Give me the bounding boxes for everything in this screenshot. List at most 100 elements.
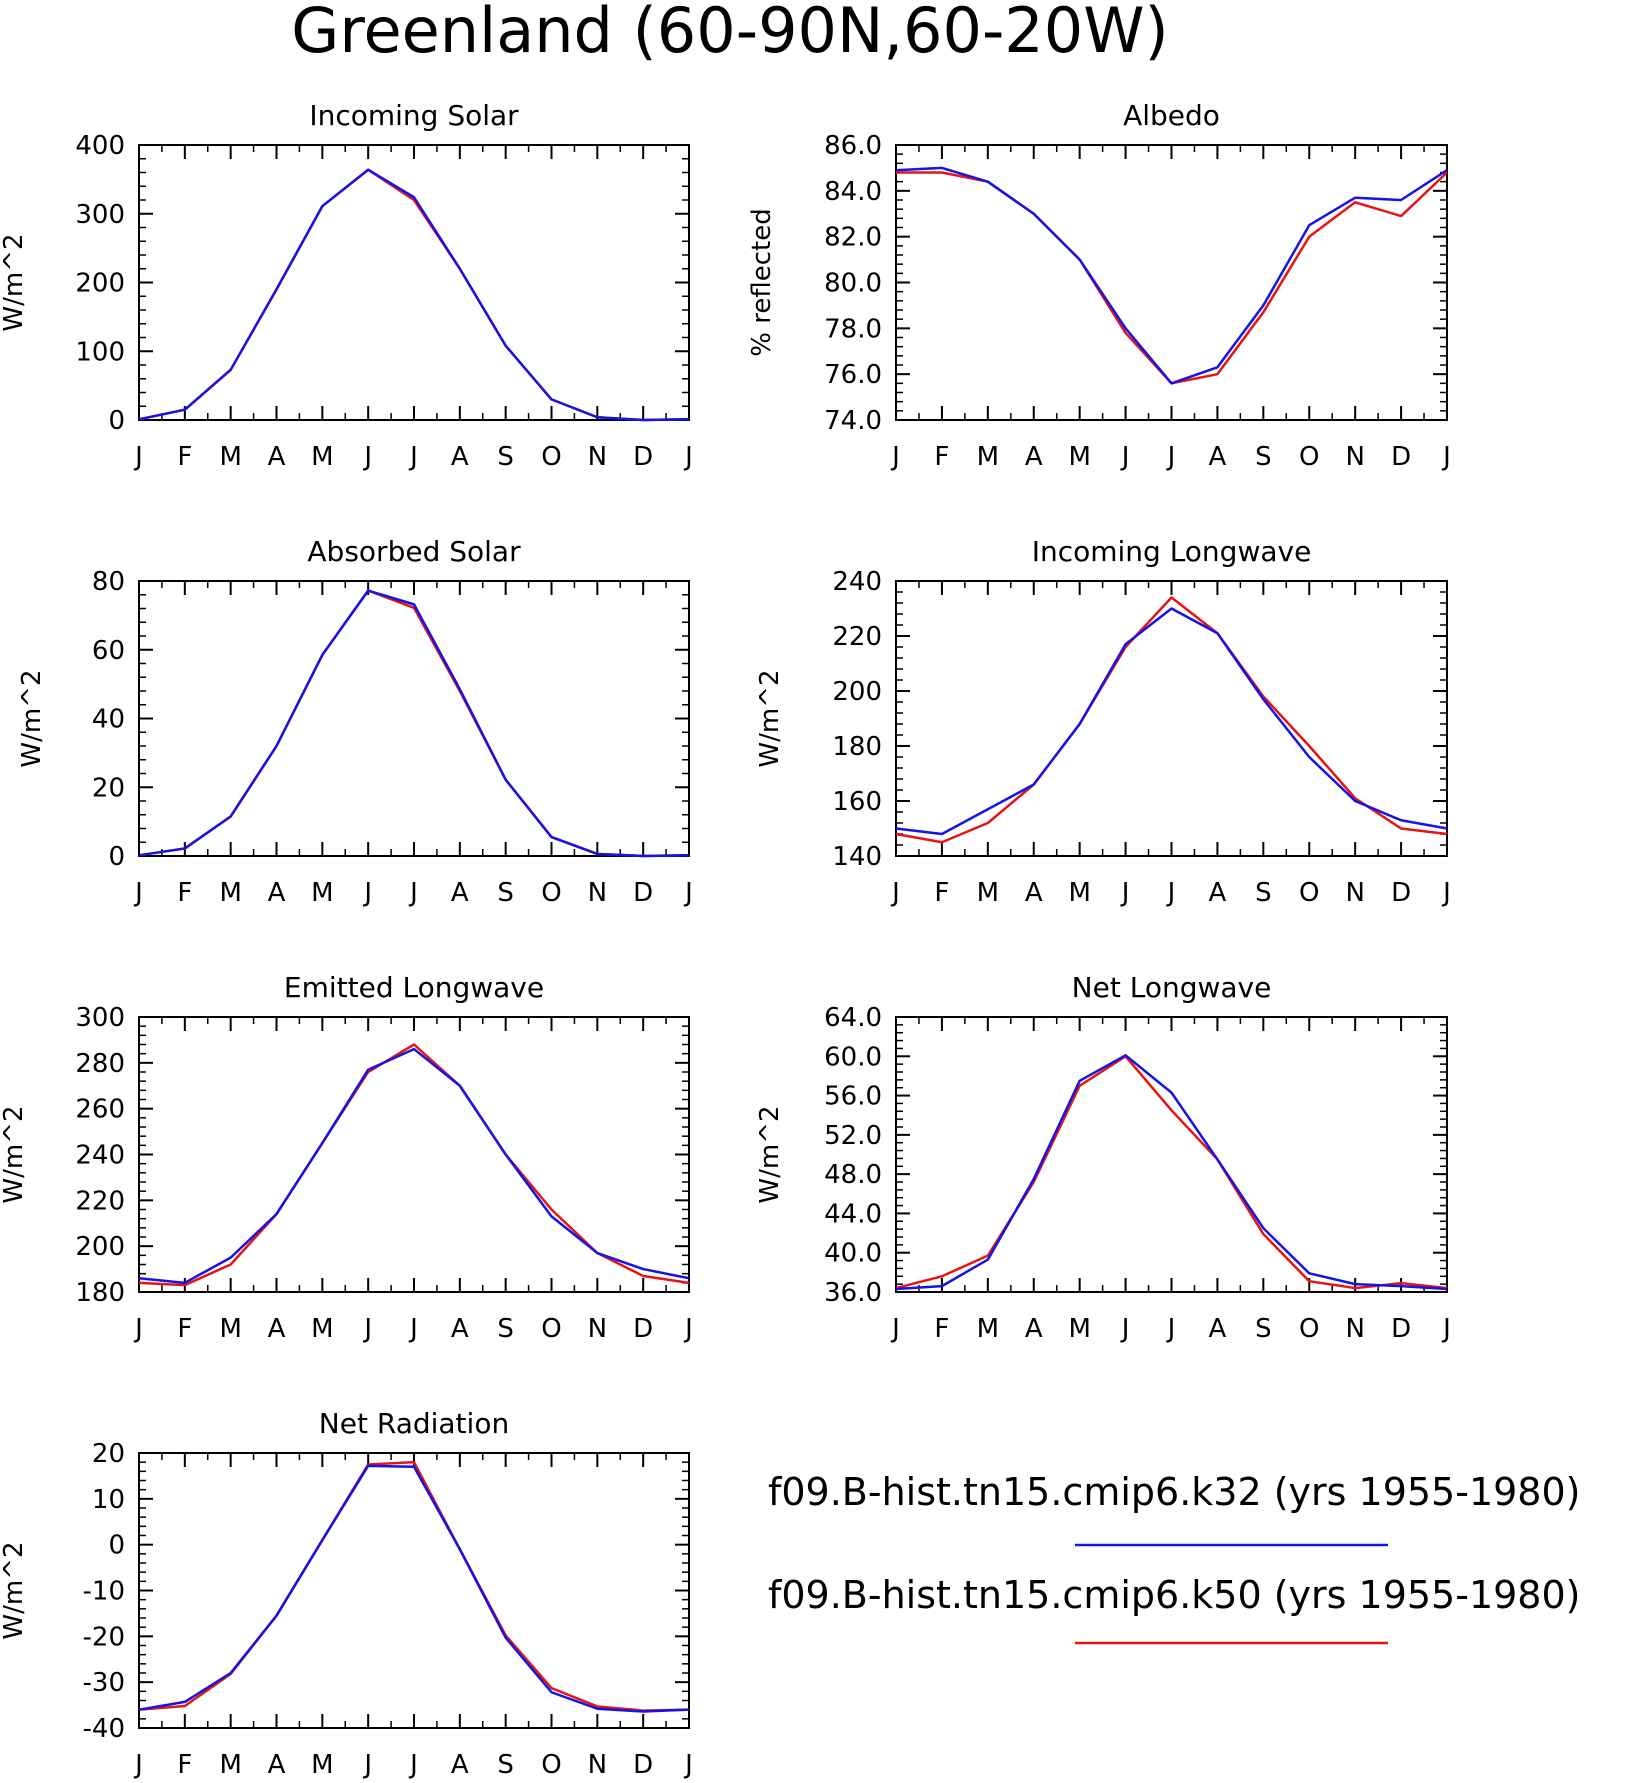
panel-net-longwave-xtick-label: F <box>934 1314 949 1344</box>
panel-net-radiation-series-f09-b-hist-tn15-cmip6-k32 <box>138 1464 690 1713</box>
panel-emitted-longwave-series-f09-b-hist-tn15-cmip6-k32 <box>138 1047 690 1285</box>
panel-absorbed-solar-xtick-label: M <box>219 878 241 908</box>
panel-incoming-longwave-xtick-label: S <box>1255 878 1272 908</box>
panel-incoming-longwave-ytick-label: 180 <box>832 732 882 762</box>
panel-albedo-xtick-label: J <box>1441 442 1451 472</box>
panel-net-longwave-xtick-label: N <box>1345 1314 1364 1344</box>
panel-net-radiation-xtick-label: J <box>133 1750 143 1780</box>
panel-net-radiation-ytick-label: 0 <box>108 1531 125 1561</box>
panel-incoming-solar-ytick-label: 200 <box>75 269 125 299</box>
legend: f09.B-hist.tn15.cmip6.k32 (yrs 1955-1980… <box>768 1470 1580 1645</box>
panel-net-longwave-xtick-label: O <box>1299 1314 1319 1344</box>
panel-albedo: J F M A M J J A S O N D J74.076.078.080.082.084.086.… <box>747 99 1451 472</box>
panel-net-longwave-xtick-label: J <box>1166 1314 1176 1344</box>
panel-net-longwave-ytick-label: 60.0 <box>824 1042 882 1072</box>
panel-absorbed-solar-xtick-label: A <box>451 878 469 908</box>
panel-incoming-solar-series-f09-b-hist-tn15-cmip6-k32 <box>138 168 690 422</box>
panel-incoming-longwave-xtick-label: A <box>1209 878 1227 908</box>
panel-net-longwave-ytick-label: 40.0 <box>824 1239 882 1269</box>
panel-incoming-solar-xtick-label: A <box>451 442 469 472</box>
panel-incoming-solar-xtick-label: S <box>497 442 514 472</box>
panel-net-longwave-series-f09-b-hist-tn15-cmip6-k50 <box>895 1055 1448 1290</box>
panel-net-longwave-frame <box>895 1016 1448 1293</box>
panel-albedo-ytick-label: 80.0 <box>824 269 882 299</box>
panel-emitted-longwave-title: Emitted Longwave <box>284 971 544 1004</box>
panel-emitted-longwave-ytick-label: 280 <box>75 1049 125 1079</box>
panel-net-radiation-ytick-label: -10 <box>83 1577 125 1607</box>
panel-net-longwave-title: Net Longwave <box>1072 971 1272 1004</box>
panel-albedo-xtick-label: J <box>1166 442 1176 472</box>
panel-incoming-longwave-ytick-label: 160 <box>832 787 882 817</box>
panel-albedo-ytick-label: 78.0 <box>824 314 882 344</box>
panel-net-radiation-xtick-label: D <box>633 1750 653 1780</box>
panel-net-radiation-xtick-label: F <box>177 1750 192 1780</box>
panel-incoming-longwave-ytick-label: 220 <box>832 622 882 652</box>
panel-absorbed-solar-series-f09-b-hist-tn15-cmip6-k50 <box>138 589 690 858</box>
panel-emitted-longwave-ytick-label: 220 <box>75 1186 125 1216</box>
panel-incoming-longwave: J F M A M J J A S O N D J140160180200220240Incoming … <box>755 535 1451 908</box>
panel-net-longwave-xtick-label: A <box>1209 1314 1227 1344</box>
panel-albedo-title: Albedo <box>1123 99 1220 132</box>
panel-absorbed-solar-xtick-label: J <box>362 878 372 908</box>
panel-net-longwave-ytick-label: 64.0 <box>824 1003 882 1033</box>
panel-net-radiation-frame <box>138 1452 690 1729</box>
panel-albedo-xtick-label: J <box>1120 442 1130 472</box>
panel-net-longwave-ylabel: W/m^2 <box>755 1105 785 1203</box>
panel-net-radiation-xtick-label: A <box>451 1750 469 1780</box>
panel-albedo-ylabel: % reflected <box>747 208 777 356</box>
panel-incoming-longwave-xtick-label: M <box>1068 878 1090 908</box>
panel-net-radiation-ytick-label: -20 <box>83 1622 125 1652</box>
panel-incoming-solar-xtick-label: J <box>408 442 418 472</box>
panel-net-longwave-xtick-label: J <box>890 1314 900 1344</box>
panel-albedo-xtick-label: A <box>1209 442 1227 472</box>
panel-incoming-solar-ytick-label: 300 <box>75 200 125 230</box>
panel-absorbed-solar-ylabel: W/m^2 <box>17 669 47 767</box>
panel-absorbed-solar-title: Absorbed Solar <box>307 535 521 568</box>
panel-emitted-longwave-xtick-label: A <box>268 1314 286 1344</box>
panel-albedo-series-f09-b-hist-tn15-cmip6-k32 <box>895 166 1448 385</box>
panel-net-radiation-xtick-label: O <box>541 1750 561 1780</box>
panel-emitted-longwave-xtick-label: S <box>497 1314 514 1344</box>
panel-incoming-longwave-ytick-label: 240 <box>832 567 882 597</box>
panel-emitted-longwave-frame <box>138 1016 690 1293</box>
panel-emitted-longwave-ytick-label: 240 <box>75 1141 125 1171</box>
panel-absorbed-solar-xtick-label: J <box>133 878 143 908</box>
panel-net-longwave-xtick-label: D <box>1391 1314 1411 1344</box>
panel-absorbed-solar-ytick-label: 40 <box>92 705 125 735</box>
panel-incoming-longwave-xtick-label: J <box>1120 878 1130 908</box>
panel-absorbed-solar-xtick-label: A <box>268 878 286 908</box>
panel-incoming-longwave-xtick-label: F <box>934 878 949 908</box>
panel-absorbed-solar-ytick-label: 20 <box>92 773 125 803</box>
panel-emitted-longwave-xtick-label: N <box>588 1314 607 1344</box>
panel-incoming-longwave-xtick-label: M <box>977 878 999 908</box>
panel-emitted-longwave-xtick-label: M <box>311 1314 333 1344</box>
panel-emitted-longwave-ylabel: W/m^2 <box>0 1105 29 1203</box>
panel-absorbed-solar-xtick-label: N <box>588 878 607 908</box>
panel-emitted-longwave-series-f09-b-hist-tn15-cmip6-k50 <box>138 1043 690 1287</box>
panel-net-radiation-ytick-label: 20 <box>92 1439 125 1469</box>
panel-absorbed-solar-ytick-label: 60 <box>92 636 125 666</box>
panel-albedo-xtick-label: M <box>977 442 999 472</box>
panel-incoming-solar-xtick-label: D <box>633 442 653 472</box>
panel-net-radiation-xtick-label: J <box>362 1750 372 1780</box>
panel-net-radiation-xtick-label: A <box>268 1750 286 1780</box>
panel-absorbed-solar-xtick-label: J <box>683 878 693 908</box>
panel-emitted-longwave: J F M A M J J A S O N D J180200220240260280300Emitte… <box>0 971 693 1344</box>
panel-albedo-xtick-label: O <box>1299 442 1319 472</box>
panel-net-radiation-ytick-label: -40 <box>83 1714 125 1744</box>
panel-emitted-longwave-ytick-label: 180 <box>75 1278 125 1308</box>
panel-absorbed-solar-xtick-label: J <box>408 878 418 908</box>
panel-absorbed-solar-ytick-label: 80 <box>92 567 125 597</box>
panel-incoming-longwave-xtick-label: J <box>1166 878 1176 908</box>
panel-incoming-longwave-title: Incoming Longwave <box>1032 535 1312 568</box>
panel-emitted-longwave-ytick-label: 260 <box>75 1095 125 1125</box>
panel-net-longwave-xtick-label: S <box>1255 1314 1272 1344</box>
panel-emitted-longwave-xtick-label: J <box>133 1314 143 1344</box>
panel-net-longwave-ytick-label: 56.0 <box>824 1082 882 1112</box>
panel-incoming-longwave-series-f09-b-hist-tn15-cmip6-k50 <box>895 596 1448 844</box>
panel-net-longwave: J F M A M J J A S O N D J36.040.044.048.052.056.060.… <box>755 971 1451 1344</box>
panel-incoming-longwave-ytick-label: 140 <box>832 842 882 872</box>
panel-albedo-ytick-label: 76.0 <box>824 360 882 390</box>
